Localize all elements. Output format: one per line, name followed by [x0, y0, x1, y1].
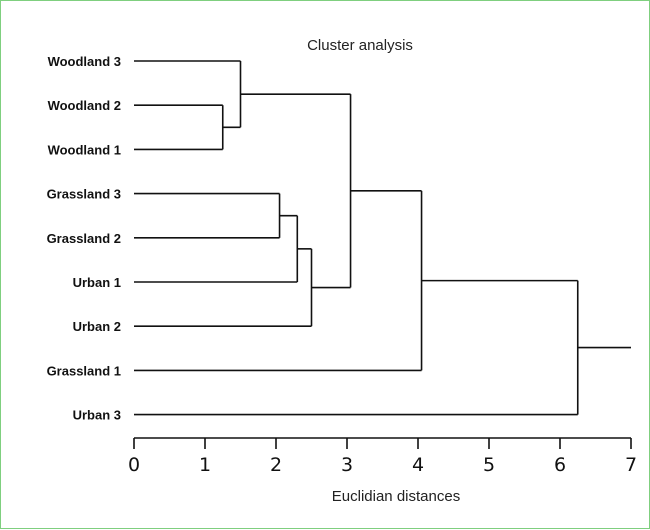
x-tick-label: 7	[625, 454, 637, 476]
leaf-labels: Woodland 3 Woodland 2 Woodland 1 Grassland …	[47, 54, 121, 423]
leaf-label: Woodland 2	[48, 98, 121, 113]
x-tick-label: 4	[412, 454, 424, 476]
x-tick-label: 5	[483, 454, 495, 476]
leaf-label: Woodland 3	[48, 54, 121, 69]
x-tick-label: 1	[199, 454, 211, 476]
x-axis-title: Euclidian distances	[332, 488, 460, 505]
dendrogram-links	[134, 60, 631, 416]
leaf-label: Grassland 2	[47, 231, 121, 246]
x-tick-label: 3	[341, 454, 353, 476]
x-tick-label: 2	[270, 454, 282, 476]
leaf-label: Woodland 1	[48, 142, 121, 157]
leaf-label: Grassland 1	[47, 363, 121, 378]
leaf-label: Grassland 3	[47, 187, 121, 202]
leaf-label: Urban 2	[73, 319, 121, 334]
chart-title: Cluster analysis	[307, 37, 413, 54]
leaf-label: Urban 1	[73, 275, 121, 290]
x-axis: 0 1 2 3 4 5 6 7	[128, 437, 637, 476]
x-tick-label: 6	[554, 454, 566, 476]
leaf-label: Urban 3	[73, 408, 121, 423]
x-tick-label: 0	[128, 454, 140, 476]
